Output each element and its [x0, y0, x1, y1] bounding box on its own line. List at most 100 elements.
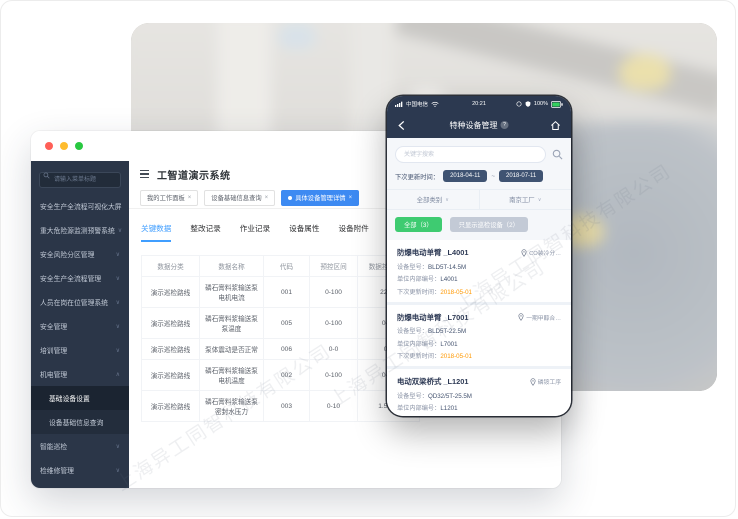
- chevron-icon: ∨: [117, 227, 123, 234]
- next-update-label: 下次更新时间：: [397, 288, 441, 296]
- clock-label: 20:21: [472, 101, 486, 107]
- equipment-title: 防爆电动单臂 _L7001: [397, 312, 469, 322]
- detail-tab[interactable]: 设备附件: [338, 224, 369, 233]
- equipment-list-item[interactable]: 防爆电动单臂 _L7001 一期甲醇合… 设备型号：BLD5T-22.5M: [387, 304, 571, 369]
- cell-category: 演示巡检路线: [141, 359, 200, 391]
- chevron-icon: ∨: [115, 443, 120, 450]
- sidebar-item-label: 培训管理: [40, 348, 68, 355]
- page-tab[interactable]: 设备基础信息查询 ×: [204, 189, 276, 206]
- sidebar-item[interactable]: 机电管理 ∧: [31, 362, 129, 386]
- cell-name: 磷石膏料浆输送泵密封水压力: [199, 390, 264, 422]
- table-row[interactable]: 演示巡检路线 磷石膏料浆输送泵泵温度 005 0-100 0-65: [141, 307, 420, 339]
- equipment-location: 磷铵工序: [537, 380, 561, 386]
- page-tab[interactable]: 我的工作面板 ×: [140, 189, 199, 206]
- table-row[interactable]: 演示巡检路线 磷石膏料浆输送泵电机温度 002 0-100 0-85: [141, 359, 420, 391]
- sidebar-item[interactable]: 基础设备设置: [31, 386, 129, 410]
- date-range-separator: ~: [491, 172, 496, 180]
- keyword-search-input[interactable]: [395, 146, 546, 163]
- detail-tab[interactable]: 整改记录: [190, 224, 221, 233]
- detail-tab[interactable]: 设备属性: [289, 224, 320, 233]
- column-header: 预控区间: [309, 255, 358, 277]
- chevron-down-icon: ∨: [537, 196, 542, 203]
- cell-code: 001: [263, 276, 310, 308]
- model-line: 设备型号：BLD5T-22.5M: [397, 326, 561, 335]
- filter-dropdown[interactable]: 南京工厂 ∨: [478, 190, 572, 209]
- cell-pre-range: 0-0: [309, 338, 358, 360]
- menu-search-input[interactable]: [39, 172, 121, 188]
- internal-code-line: 单位内部编号：L4001: [397, 274, 561, 283]
- equipment-title: 防爆电动单臂 _L4001: [397, 248, 469, 257]
- internal-code-label: 单位内部编号：: [397, 276, 441, 283]
- sidebar-item[interactable]: 设备基础信息查询: [31, 410, 129, 434]
- page-tab[interactable]: 具体设备管理详情 ×: [281, 189, 360, 206]
- cell-code: 003: [263, 390, 310, 422]
- hamburger-menu-icon[interactable]: [140, 169, 149, 179]
- filter-dropdown-label: 全部类别: [416, 197, 443, 204]
- cell-pre-range: 0-100: [309, 276, 358, 308]
- help-badge-icon[interactable]: ?: [500, 121, 509, 129]
- date-from-button[interactable]: 2018-04-11: [443, 170, 488, 182]
- key-data-table: 数据分类 数据名称 代码 预控区间 数据控制区间 演示巡检路线: [141, 255, 420, 422]
- home-icon[interactable]: [550, 120, 561, 131]
- location-pin-icon: [521, 248, 527, 257]
- filter-chip-button[interactable]: 只显示巡检设备（2）: [449, 217, 528, 232]
- next-update-line: 下次更新时间：2018-05-01: [397, 287, 561, 296]
- filter-dropdown-label: 南京工厂: [509, 197, 535, 204]
- carrier-label: 中国电信: [406, 102, 429, 108]
- date-to-button[interactable]: 2018-07-11: [499, 170, 544, 182]
- table-header-row: 数据分类 数据名称 代码 预控区间 数据控制区间: [141, 255, 420, 277]
- location-pin-icon: [530, 377, 536, 386]
- detail-tab[interactable]: 作业记录: [239, 224, 271, 233]
- cell-category: 演示巡检路线: [141, 390, 200, 422]
- detail-tab[interactable]: 关键数据: [141, 223, 172, 242]
- sidebar-item-label: 基础设备设置: [49, 396, 90, 403]
- sidebar-item[interactable]: 重大危险源监测预警系统 ∨: [31, 218, 129, 242]
- equipment-list-item[interactable]: 电动双梁桥式 _L1201 磷铵工序 设备型号：QD32/5T-25.5M: [387, 369, 571, 416]
- close-tab-icon[interactable]: ×: [187, 194, 192, 201]
- filter-chip-row: 全部（3） 只显示巡检设备（2）: [395, 217, 563, 232]
- chevron-icon: ∨: [115, 467, 120, 474]
- page-tab-label: 我的工作面板: [147, 195, 185, 202]
- model-line: 设备型号：BLD5T-14.5M: [397, 262, 561, 271]
- table-row[interactable]: 演示巡检路线 磷石膏料浆输送泵电机电流 001 0-100 22-58: [141, 276, 420, 308]
- sidebar-item[interactable]: 人员在岗在位管理系统 ∨: [31, 290, 129, 314]
- close-tab-icon[interactable]: ×: [348, 194, 353, 201]
- chevron-icon: ∨: [115, 347, 120, 354]
- sidebar-item[interactable]: 安全生产全流程管理 ∨: [31, 266, 129, 290]
- next-update-line: 下次更新时间：2018-05-01: [397, 351, 561, 360]
- sidebar-item[interactable]: 智能巡检 ∨: [31, 434, 129, 458]
- back-icon[interactable]: [397, 120, 406, 131]
- table-row[interactable]: 演示巡检路线 磷石膏料浆输送泵密封水压力 003 0-10 1.5-3.5: [141, 390, 420, 422]
- phone-content: 下次更新时间： 2018-04-11 ~ 2018-07-11 全部类别 ∨ 南…: [387, 138, 571, 416]
- search-icon[interactable]: [552, 149, 563, 160]
- cell-pre-range: 0-100: [309, 307, 358, 339]
- model-label: 设备型号：: [397, 392, 428, 400]
- zoom-window-button[interactable]: [75, 142, 83, 150]
- chevron-down-icon: ∨: [445, 196, 449, 203]
- model-value: BLD5T-14.5M: [427, 263, 467, 271]
- update-date-row: 下次更新时间： 2018-04-11 ~ 2018-07-11: [395, 170, 563, 182]
- equipment-list-item[interactable]: 防爆电动单臂 _L4001 CO装冷分… 设备型号：BLD5T-14.5M: [387, 240, 571, 305]
- table-row[interactable]: 演示巡检路线 泵体震动是否正常 006 0-0 0-0: [141, 338, 420, 360]
- filter-chip-button[interactable]: 全部（3）: [395, 217, 442, 232]
- close-window-button[interactable]: [45, 142, 53, 150]
- minimize-window-button[interactable]: [60, 142, 68, 150]
- system-title: 工智道演示系统: [157, 170, 231, 182]
- cell-category: 演示巡检路线: [141, 276, 200, 308]
- close-tab-icon[interactable]: ×: [264, 194, 269, 201]
- equipment-location: 一期甲醇合…: [526, 315, 561, 322]
- chevron-icon: ∨: [115, 275, 120, 282]
- internal-code-value: L4001: [440, 276, 458, 283]
- equipment-location: CO装冷分…: [529, 251, 561, 257]
- phone-page-title: 特种设备管理: [449, 120, 498, 130]
- sidebar-item-label: 机电管理: [40, 372, 68, 379]
- sidebar-item[interactable]: 安全生产全流程可视化大屏: [31, 194, 129, 218]
- sidebar-item[interactable]: 检维修管理 ∨: [31, 458, 129, 482]
- cell-name: 泵体震动是否正常: [199, 338, 264, 360]
- model-value: QD32/5T-25.5M: [427, 392, 472, 400]
- sidebar-item[interactable]: 安全管理 ∨: [31, 314, 129, 338]
- filter-dropdown[interactable]: 全部类别 ∨: [387, 190, 479, 209]
- sidebar-item[interactable]: 培训管理 ∨: [31, 338, 129, 362]
- sidebar-item[interactable]: 安全风险分区管理 ∨: [31, 242, 129, 266]
